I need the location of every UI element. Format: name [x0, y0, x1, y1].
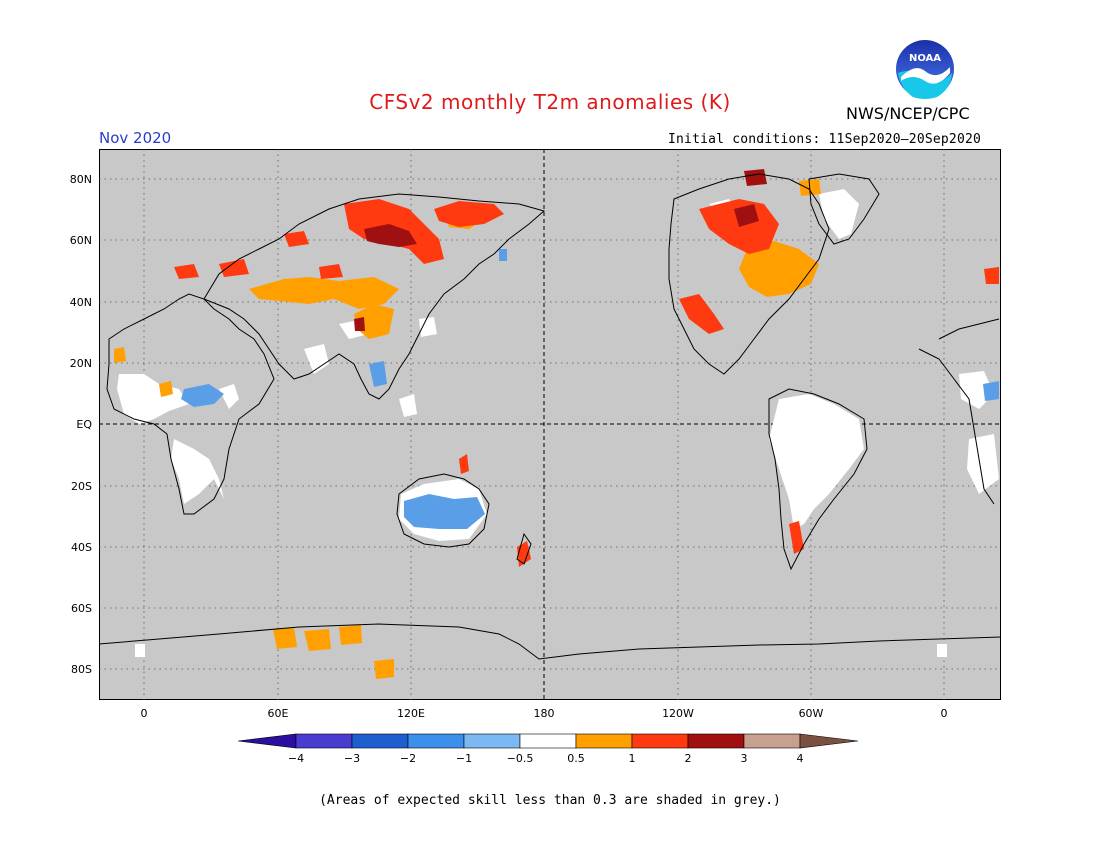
forecast-month: Nov 2020 [99, 129, 172, 147]
agency-label: NWS/NCEP/CPC [846, 104, 970, 123]
lat-label-20n: 20N [69, 357, 92, 370]
map-title: CFSv2 monthly T2m anomalies (K) [369, 90, 731, 114]
lon-label-60w: 60W [798, 707, 824, 720]
world-map [99, 149, 1001, 700]
colorbar-bin [519, 733, 577, 749]
colorbar-tick: 0.5 [567, 752, 585, 765]
colorbar-tick: −3 [343, 752, 361, 765]
colorbar-tick: −0.5 [506, 752, 534, 765]
lat-label-40s: 40S [71, 541, 92, 554]
colorbar-bin [631, 733, 689, 749]
colorbar [238, 733, 859, 749]
lat-label-60n: 60N [69, 234, 92, 247]
lat-label-40n: 40N [69, 296, 92, 309]
initial-conditions: Initial conditions: 11Sep2020–20Sep2020 [668, 132, 982, 147]
colorbar-tick: 2 [684, 752, 692, 765]
colorbar-bin [463, 733, 521, 749]
colorbar-tick: 1 [628, 752, 636, 765]
lat-label-20s: 20S [71, 480, 92, 493]
lat-label-eq: EQ [76, 418, 92, 431]
colorbar-tick: −4 [287, 752, 305, 765]
lon-label-120e: 120E [397, 707, 425, 720]
colorbar-bin [575, 733, 633, 749]
colorbar-bin [687, 733, 745, 749]
colorbar-bin [407, 733, 465, 749]
colorbar-tick: −1 [455, 752, 473, 765]
skill-note: (Areas of expected skill less than 0.3 a… [319, 793, 781, 808]
lon-label-180: 180 [533, 707, 555, 720]
lon-label-0: 0 [140, 707, 148, 720]
svg-text:NOAA: NOAA [909, 53, 941, 64]
colorbar-tick: 3 [740, 752, 748, 765]
warm-anomalies [114, 179, 821, 679]
noaa-logo: NOAA [894, 38, 956, 100]
colorbar-bin [743, 733, 801, 749]
lat-label-80s: 80S [71, 663, 92, 676]
lon-label-120w: 120W [662, 707, 694, 720]
colorbar-tick: −2 [399, 752, 417, 765]
colorbar-arrow-left [238, 733, 297, 749]
lat-label-60s: 60S [71, 602, 92, 615]
cold-anomalies [181, 249, 999, 529]
very-hot-anomalies [354, 169, 767, 331]
coastlines [99, 173, 1001, 660]
colorbar-arrow-right [799, 733, 859, 749]
lon-label-0-right: 0 [940, 707, 948, 720]
colorbar-bin [351, 733, 409, 749]
lat-label-80n: 80N [69, 173, 92, 186]
colorbar-tick: 4 [796, 752, 804, 765]
colorbar-bin [295, 733, 353, 749]
lon-label-60e: 60E [267, 707, 289, 720]
